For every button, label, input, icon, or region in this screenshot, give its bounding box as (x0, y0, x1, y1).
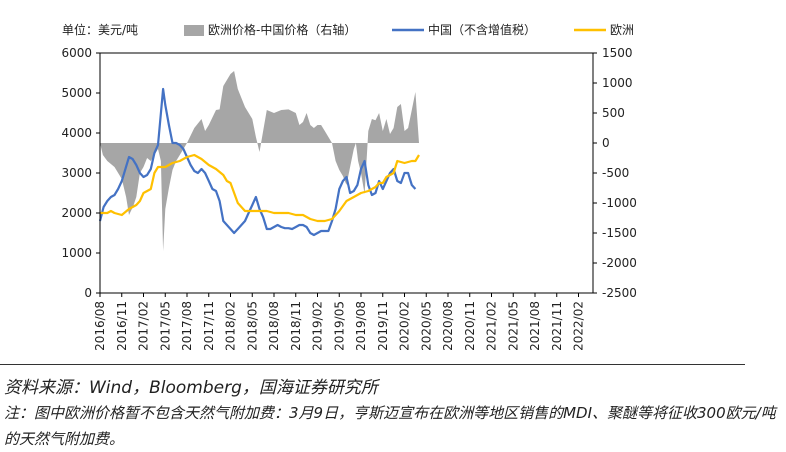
left-axis-tick: 0 (84, 286, 92, 300)
x-axis-tick: 2017/05 (158, 301, 172, 351)
legend-label-china: 中国（不含增值税） (428, 22, 536, 37)
x-axis-tick: 2019/02 (311, 301, 325, 351)
x-axis-tick: 2021/11 (550, 301, 564, 351)
right-axis-tick: 1000 (602, 76, 633, 90)
x-axis-tick: 2019/11 (376, 301, 390, 351)
right-axis-tick: 500 (602, 106, 625, 120)
x-axis-tick: 2019/08 (354, 301, 368, 351)
spread-area (100, 71, 419, 251)
left-axis-tick: 2000 (61, 206, 92, 220)
chart-canvas: 0100020003000400050006000-2500-2000-1500… (61, 22, 636, 351)
x-axis-tick: 2021/05 (506, 301, 520, 351)
right-axis-tick: -2500 (602, 286, 637, 300)
x-axis-tick: 2017/11 (202, 301, 216, 351)
x-axis-tick: 2021/02 (485, 301, 499, 351)
right-axis-tick: 1500 (602, 46, 633, 60)
right-axis-tick: -1000 (602, 196, 637, 210)
unit-label: 单位：美元/吨 (62, 22, 138, 37)
chart-series-layer (98, 71, 420, 251)
left-axis-tick: 6000 (61, 46, 92, 60)
right-axis-tick: -1500 (602, 226, 637, 240)
right-axis-tick: -500 (602, 166, 629, 180)
x-axis-tick: 2018/11 (289, 301, 303, 351)
europe-line (100, 153, 420, 223)
x-axis-tick: 2016/11 (115, 301, 129, 351)
x-axis-tick: 2020/11 (463, 301, 477, 351)
legend-label-europe: 欧洲 (610, 23, 634, 37)
left-axis-tick: 1000 (61, 246, 92, 260)
x-axis-tick: 2017/08 (180, 301, 194, 351)
legend-label-spread: 欧洲价格-中国价格（右轴） (208, 22, 356, 37)
x-axis-tick: 2020/02 (398, 301, 412, 351)
left-axis-tick: 5000 (61, 86, 92, 100)
chart-legend: 单位：美元/吨 欧洲价格-中国价格（右轴） 中国（不含增值税） 欧洲 (62, 22, 634, 37)
x-axis-tick: 2016/08 (93, 301, 107, 351)
x-axis-tick: 2018/08 (267, 301, 281, 351)
legend-swatch-spread (184, 25, 204, 36)
left-axis-tick: 3000 (61, 166, 92, 180)
chart-axes: 0100020003000400050006000-2500-2000-1500… (61, 46, 636, 351)
x-axis-tick: 2019/05 (332, 301, 346, 351)
source-text: 资料来源：Wind，Bloomberg，国海证券研究所 (4, 378, 378, 398)
x-axis-tick: 2017/02 (137, 301, 151, 351)
x-axis-tick: 2018/05 (245, 301, 259, 351)
china-line (98, 87, 417, 237)
x-axis-tick: 2020/05 (419, 301, 433, 351)
x-axis-tick: 2020/08 (441, 301, 455, 351)
right-axis-tick: -2000 (602, 256, 637, 270)
footer-divider (0, 364, 745, 365)
x-axis-tick: 2018/02 (224, 301, 238, 351)
footnote-text: 注：图中欧洲价格暂不包含天然气附加费：3月9日，亨斯迈宣布在欧洲等地区销售的MD… (4, 404, 776, 448)
x-axis-tick: 2022/02 (572, 301, 586, 351)
left-axis-tick: 4000 (61, 126, 92, 140)
x-axis-tick: 2021/08 (528, 301, 542, 351)
right-axis-tick: 0 (602, 136, 610, 150)
